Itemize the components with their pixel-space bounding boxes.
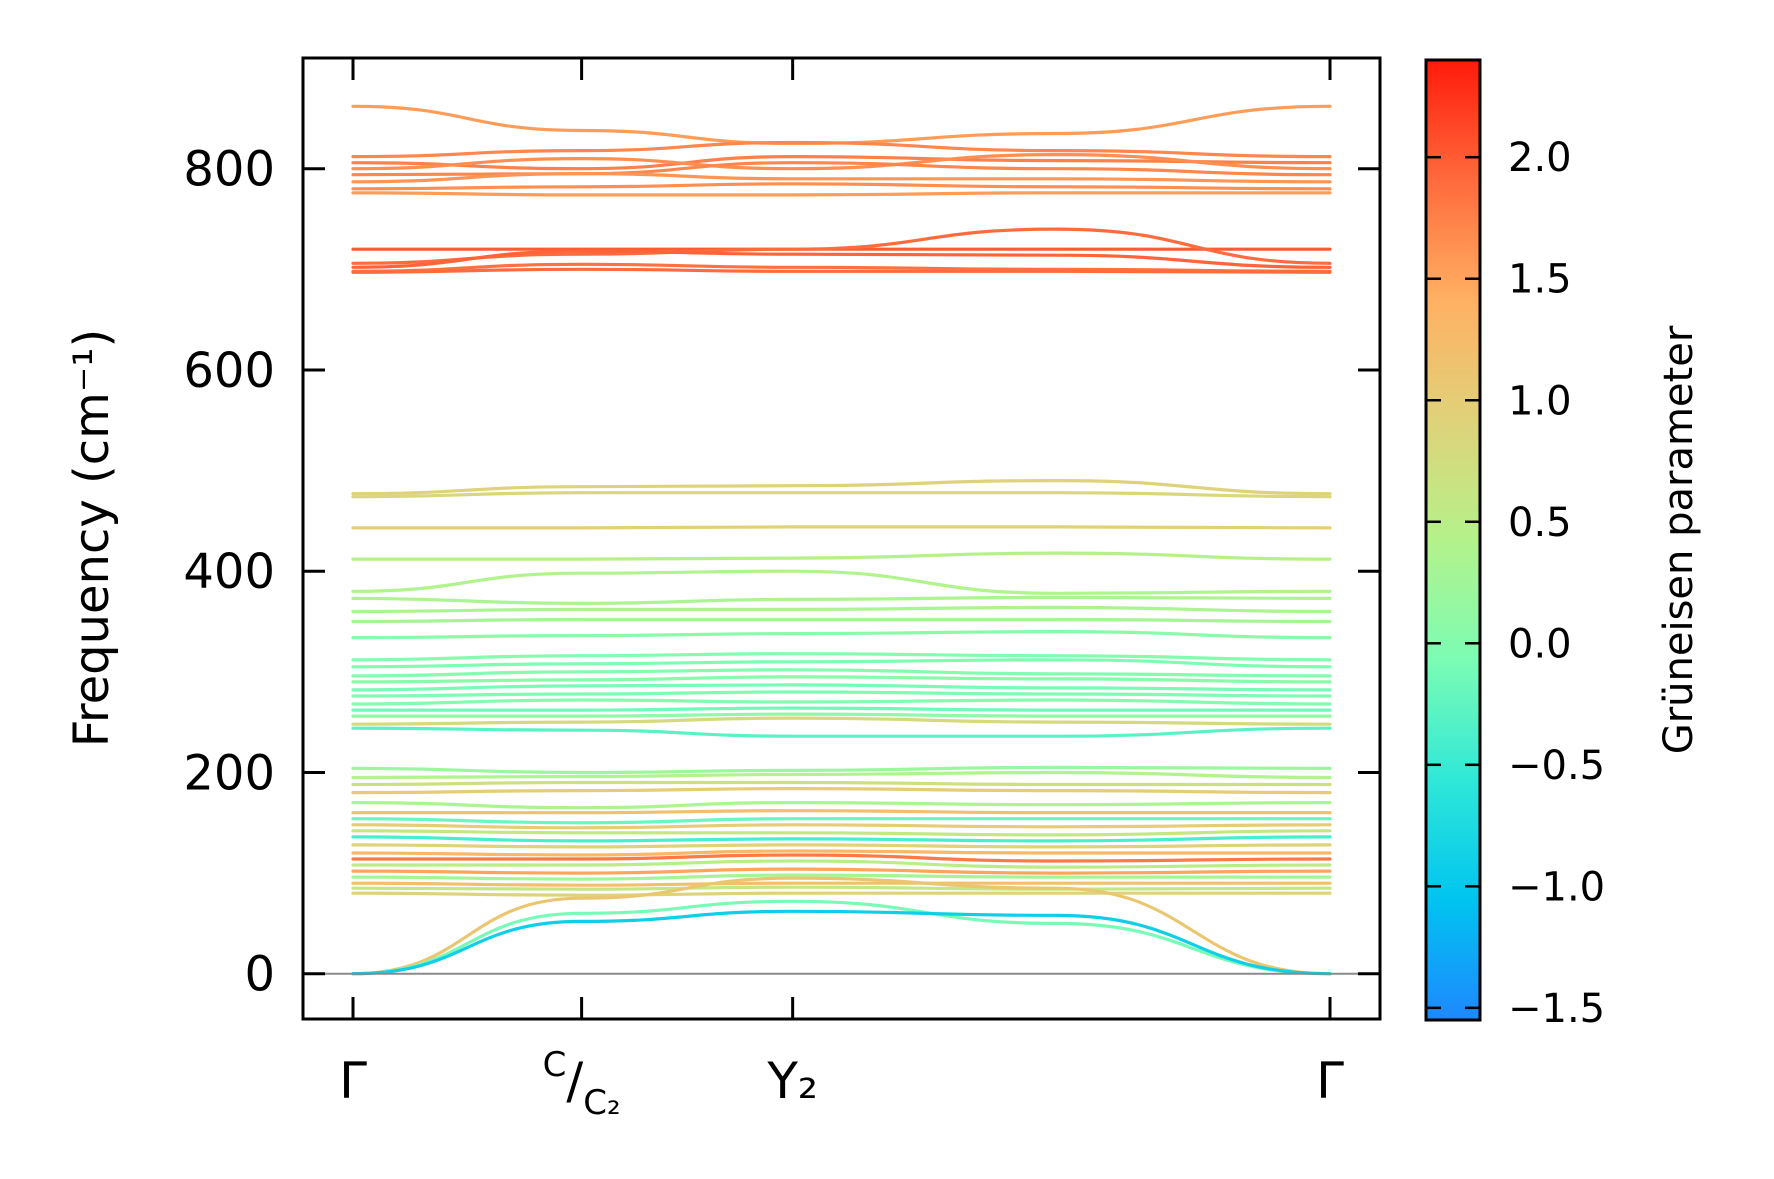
band-line-17 — [351, 569, 1332, 595]
band-line-32 — [351, 726, 1332, 738]
cb-tick-label-0: −1.5 — [1508, 986, 1605, 1032]
band-line-0 — [351, 104, 1332, 146]
cb-tick-label-2: −0.5 — [1508, 743, 1605, 789]
band-line-5 — [351, 172, 1332, 184]
y-tick-label-400: 400 — [183, 544, 275, 600]
colorbar — [1424, 58, 1482, 1022]
band-line-30 — [351, 712, 1332, 718]
y-tick-label-600: 600 — [183, 343, 275, 399]
band-line-18 — [351, 595, 1332, 606]
band-line-10 — [351, 249, 1332, 269]
band-line-48 — [351, 873, 1332, 881]
plot-frame — [301, 56, 1382, 1021]
band-line-22 — [351, 652, 1332, 662]
x-tick-label-2: Y₂ — [766, 1052, 818, 1110]
band-line-21 — [351, 629, 1332, 640]
band-line-31 — [351, 716, 1332, 726]
band-line-34 — [351, 770, 1332, 780]
band-line-39 — [351, 817, 1332, 825]
band-line-40 — [351, 823, 1332, 830]
band-line-11 — [351, 262, 1332, 273]
colorbar-ticks: −1.5 −1.0 −0.5 0.0 0.5 1.0 1.5 2.0 — [1426, 135, 1605, 1032]
band-line-25 — [351, 675, 1332, 684]
band-line-50 — [351, 885, 1332, 891]
colorbar-label: Grüneisen parameter — [1656, 325, 1702, 754]
band-line-19 — [351, 605, 1332, 614]
band-line-54 — [351, 909, 1332, 976]
cb-tick-label-5: 1.0 — [1508, 378, 1572, 424]
band-line-41 — [351, 829, 1332, 837]
y-tick-label-200: 200 — [183, 745, 275, 801]
band-line-52 — [351, 876, 1332, 976]
band-line-38 — [351, 809, 1332, 815]
band-line-35 — [351, 780, 1332, 787]
band-line-53 — [351, 899, 1332, 976]
band-line-51 — [351, 891, 1332, 897]
band-line-9 — [351, 227, 1332, 265]
band-line-23 — [351, 658, 1332, 669]
x-axis: Γ C/C₂ Y₂ Γ — [339, 58, 1344, 1123]
band-line-1 — [351, 140, 1332, 159]
x-tick-label-3: Γ — [1316, 1052, 1344, 1110]
band-line-49 — [351, 881, 1332, 887]
y-axis-label: Frequency (cm⁻¹) — [64, 329, 120, 747]
cb-tick-label-1: −1.0 — [1508, 864, 1605, 910]
cb-tick-label-7: 2.0 — [1508, 135, 1572, 181]
cb-tick-label-3: 0.0 — [1508, 621, 1572, 667]
band-line-14 — [351, 491, 1332, 499]
band-line-47 — [351, 867, 1332, 875]
band-line-4 — [351, 161, 1332, 177]
band-line-46 — [351, 859, 1332, 869]
band-line-33 — [351, 765, 1332, 775]
band-line-24 — [351, 668, 1332, 678]
band-line-7 — [351, 191, 1332, 197]
band-line-12 — [351, 267, 1332, 274]
x-tick-label-1: C/C₂ — [543, 1045, 621, 1123]
y-axis: 0 200 400 600 800 — [183, 142, 1380, 1003]
band-line-6 — [351, 182, 1332, 191]
colorbar-gradient — [1424, 58, 1482, 1022]
y-tick-label-800: 800 — [183, 142, 275, 198]
band-line-2 — [351, 154, 1332, 171]
cb-tick-label-4: 0.5 — [1508, 500, 1572, 546]
band-line-43 — [351, 843, 1332, 849]
band-line-16 — [351, 551, 1332, 561]
band-line-13 — [351, 478, 1332, 496]
cb-tick-label-6: 1.5 — [1508, 257, 1572, 303]
band-lines — [351, 104, 1332, 976]
band-line-45 — [351, 853, 1332, 863]
band-line-44 — [351, 849, 1332, 857]
y-tick-label-0: 0 — [244, 947, 275, 1003]
band-line-29 — [351, 706, 1332, 712]
band-line-42 — [351, 835, 1332, 843]
band-line-26 — [351, 683, 1332, 692]
x-tick-label-0: Γ — [339, 1052, 367, 1110]
band-line-3 — [351, 152, 1332, 171]
band-line-36 — [351, 786, 1332, 795]
band-line-27 — [351, 690, 1332, 698]
band-line-37 — [351, 800, 1332, 810]
band-line-20 — [351, 617, 1332, 624]
band-line-28 — [351, 698, 1332, 706]
band-line-15 — [351, 525, 1332, 530]
